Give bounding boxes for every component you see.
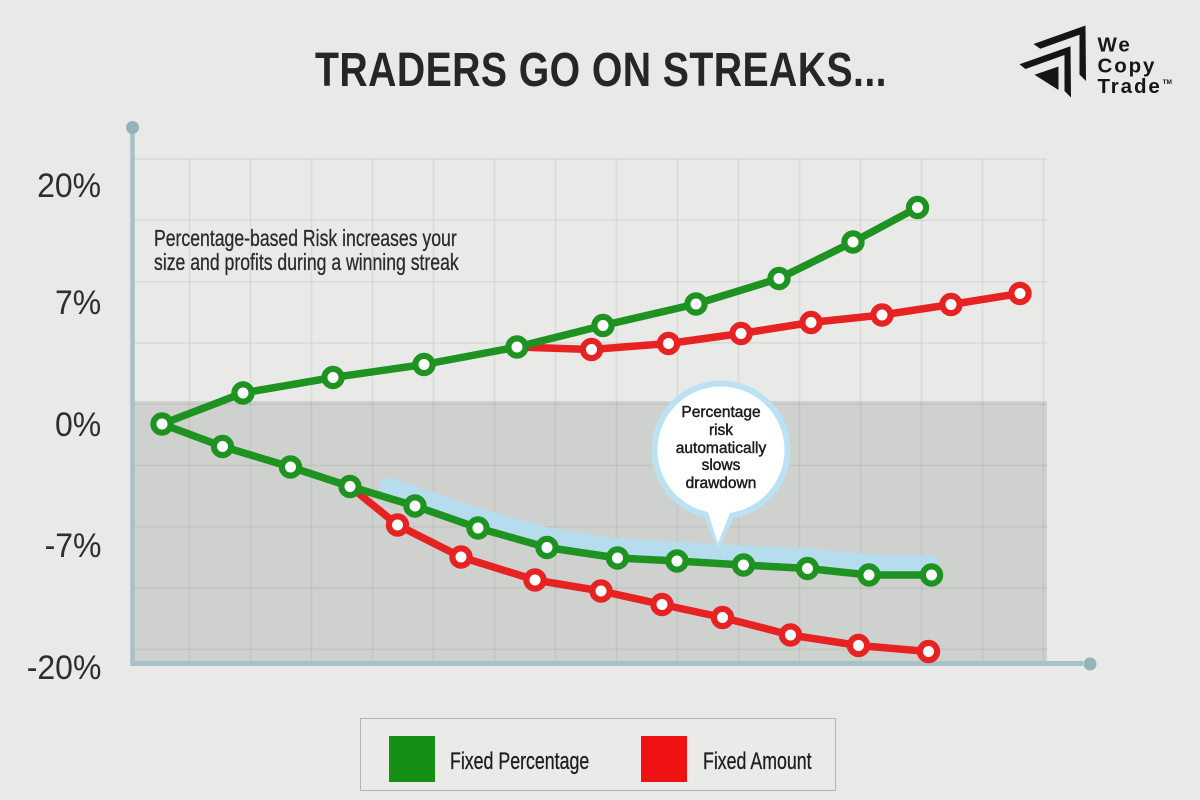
svg-text:We: We xyxy=(1098,34,1132,57)
svg-text:Copy: Copy xyxy=(1098,54,1157,77)
svg-text:Trade: Trade xyxy=(1098,75,1162,98)
svg-text:TM: TM xyxy=(1163,79,1172,86)
